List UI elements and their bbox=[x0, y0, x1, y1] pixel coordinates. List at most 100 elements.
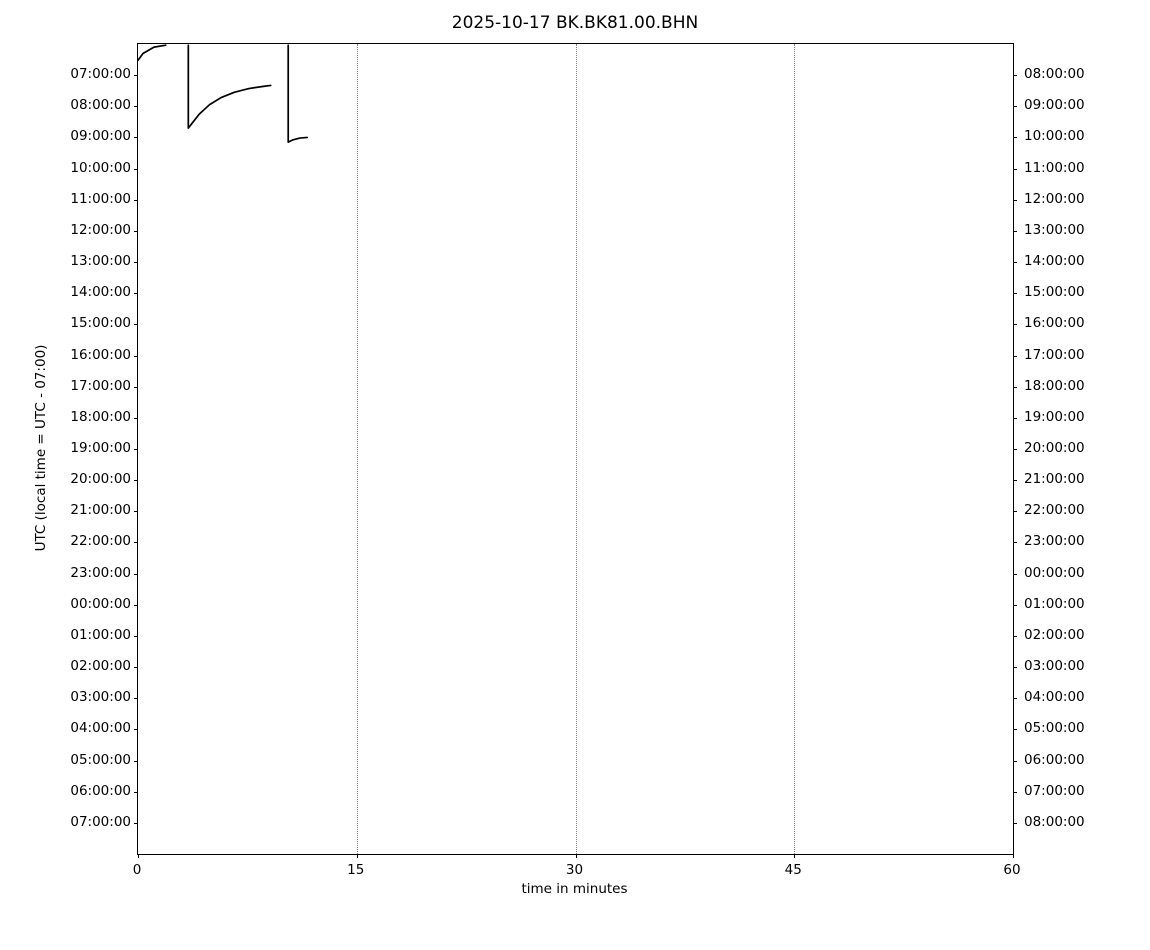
y-tick-left-0 bbox=[134, 75, 138, 77]
y-tick-left-20 bbox=[134, 698, 138, 700]
y-tick-left-6 bbox=[134, 262, 138, 264]
y-tick-label-right-3: 11:00:00 bbox=[1024, 159, 1085, 176]
y-tick-right-1 bbox=[1013, 106, 1017, 108]
y-tick-label-right-23: 07:00:00 bbox=[1024, 782, 1085, 799]
y-tick-right-18 bbox=[1013, 635, 1017, 637]
y-tick-label-right-11: 19:00:00 bbox=[1024, 408, 1085, 425]
y-tick-left-12 bbox=[134, 449, 138, 450]
y-tick-label-right-15: 23:00:00 bbox=[1024, 533, 1085, 550]
y-tick-right-24 bbox=[1013, 822, 1017, 824]
y-tick-left-24 bbox=[134, 822, 138, 824]
y-tick-label-right-19: 03:00:00 bbox=[1024, 658, 1085, 675]
y-tick-label-left-21: 04:00:00 bbox=[70, 720, 131, 737]
y-tick-left-19 bbox=[134, 667, 138, 669]
y-tick-left-15 bbox=[134, 542, 138, 544]
y-tick-label-right-2: 10:00:00 bbox=[1024, 128, 1085, 145]
y-tick-left-16 bbox=[134, 573, 138, 575]
y-tick-right-12 bbox=[1013, 449, 1017, 450]
y-tick-left-14 bbox=[134, 511, 138, 513]
y-tick-label-right-7: 15:00:00 bbox=[1024, 284, 1085, 301]
y-tick-right-8 bbox=[1013, 324, 1017, 326]
y-tick-label-left-13: 20:00:00 bbox=[70, 471, 131, 488]
y-tick-label-left-22: 05:00:00 bbox=[70, 751, 131, 768]
y-tick-right-0 bbox=[1013, 75, 1017, 77]
y-tick-label-right-1: 09:00:00 bbox=[1024, 97, 1085, 114]
y-tick-right-11 bbox=[1013, 417, 1017, 419]
trace-svg bbox=[138, 44, 309, 143]
y-tick-label-left-16: 23:00:00 bbox=[70, 564, 131, 581]
y-tick-label-left-15: 22:00:00 bbox=[70, 533, 131, 550]
y-tick-label-right-24: 08:00:00 bbox=[1024, 813, 1085, 830]
y-tick-right-20 bbox=[1013, 698, 1017, 700]
y-tick-label-left-9: 16:00:00 bbox=[70, 346, 131, 363]
y-tick-label-right-14: 22:00:00 bbox=[1024, 502, 1085, 519]
y-tick-right-17 bbox=[1013, 604, 1017, 606]
y-tick-label-left-2: 09:00:00 bbox=[70, 128, 131, 145]
x-tick-label-15: 15 bbox=[347, 862, 365, 878]
y-tick-left-8 bbox=[134, 324, 138, 326]
y-tick-left-10 bbox=[134, 386, 138, 388]
y-tick-label-right-18: 02:00:00 bbox=[1024, 626, 1085, 643]
y-tick-label-right-13: 21:00:00 bbox=[1024, 471, 1085, 488]
y-tick-left-3 bbox=[134, 168, 138, 170]
y-tick-right-5 bbox=[1013, 230, 1017, 232]
y-tick-label-left-8: 15:00:00 bbox=[70, 315, 131, 332]
y-tick-left-13 bbox=[134, 480, 138, 482]
gridline-x-45 bbox=[794, 44, 796, 854]
gridline-x-15 bbox=[356, 44, 358, 854]
x-tick-15 bbox=[356, 854, 358, 858]
y-tick-right-4 bbox=[1013, 199, 1017, 201]
gridlines bbox=[138, 44, 1013, 854]
y-tick-label-right-5: 13:00:00 bbox=[1024, 221, 1085, 238]
y-tick-label-left-23: 06:00:00 bbox=[70, 782, 131, 799]
y-tick-right-23 bbox=[1013, 791, 1017, 793]
y-tick-right-15 bbox=[1013, 542, 1017, 544]
waveform-traces bbox=[138, 44, 1013, 854]
page-title: 2025-10-17 BK.BK81.00.BHN bbox=[451, 13, 699, 33]
y-tick-label-right-16: 00:00:00 bbox=[1024, 564, 1085, 581]
y-axis-title: UTC (local time = UTC - 07:00) bbox=[33, 344, 49, 552]
y-tick-right-14 bbox=[1013, 511, 1017, 513]
y-tick-right-9 bbox=[1013, 355, 1017, 357]
y-tick-right-16 bbox=[1013, 573, 1017, 575]
y-tick-label-right-12: 20:00:00 bbox=[1024, 440, 1085, 456]
y-tick-right-10 bbox=[1013, 386, 1017, 388]
y-tick-right-7 bbox=[1013, 293, 1017, 295]
y-tick-label-right-4: 12:00:00 bbox=[1024, 190, 1085, 207]
y-tick-label-left-6: 13:00:00 bbox=[70, 253, 131, 270]
y-tick-left-17 bbox=[134, 604, 138, 606]
y-tick-left-21 bbox=[134, 729, 138, 731]
x-tick-45 bbox=[794, 854, 796, 858]
y-tick-left-22 bbox=[134, 760, 138, 762]
y-tick-left-5 bbox=[134, 230, 138, 232]
y-tick-label-left-1: 08:00:00 bbox=[70, 97, 131, 114]
x-tick-label-0: 0 bbox=[132, 862, 142, 878]
y-tick-label-left-0: 07:00:00 bbox=[70, 66, 131, 83]
y-tick-label-left-11: 18:00:00 bbox=[70, 408, 131, 425]
y-tick-label-left-12: 19:00:00 bbox=[70, 440, 131, 456]
gridline-x-30 bbox=[575, 44, 577, 854]
x-tick-label-45: 45 bbox=[784, 862, 802, 878]
y-tick-right-3 bbox=[1013, 168, 1017, 170]
y-tick-right-13 bbox=[1013, 480, 1017, 482]
y-tick-left-1 bbox=[134, 106, 138, 108]
x-tick-30 bbox=[575, 854, 577, 858]
trace-segment-2 bbox=[187, 44, 272, 129]
y-tick-label-left-18: 01:00:00 bbox=[70, 626, 131, 643]
y-tick-label-left-24: 07:00:00 bbox=[70, 813, 131, 830]
y-tick-label-left-4: 11:00:00 bbox=[70, 190, 131, 207]
trace-segment-1 bbox=[138, 44, 167, 62]
y-tick-left-2 bbox=[134, 137, 138, 139]
y-tick-label-left-3: 10:00:00 bbox=[70, 159, 131, 176]
y-tick-right-21 bbox=[1013, 729, 1017, 731]
y-tick-left-18 bbox=[134, 635, 138, 637]
y-tick-left-9 bbox=[134, 355, 138, 357]
y-tick-right-22 bbox=[1013, 760, 1017, 762]
y-tick-label-left-19: 02:00:00 bbox=[70, 658, 131, 675]
y-tick-label-left-17: 00:00:00 bbox=[70, 595, 131, 612]
y-tick-right-2 bbox=[1013, 137, 1017, 139]
y-tick-right-19 bbox=[1013, 667, 1017, 669]
x-tick-label-30: 30 bbox=[565, 862, 584, 878]
y-tick-label-right-8: 16:00:00 bbox=[1024, 315, 1085, 332]
